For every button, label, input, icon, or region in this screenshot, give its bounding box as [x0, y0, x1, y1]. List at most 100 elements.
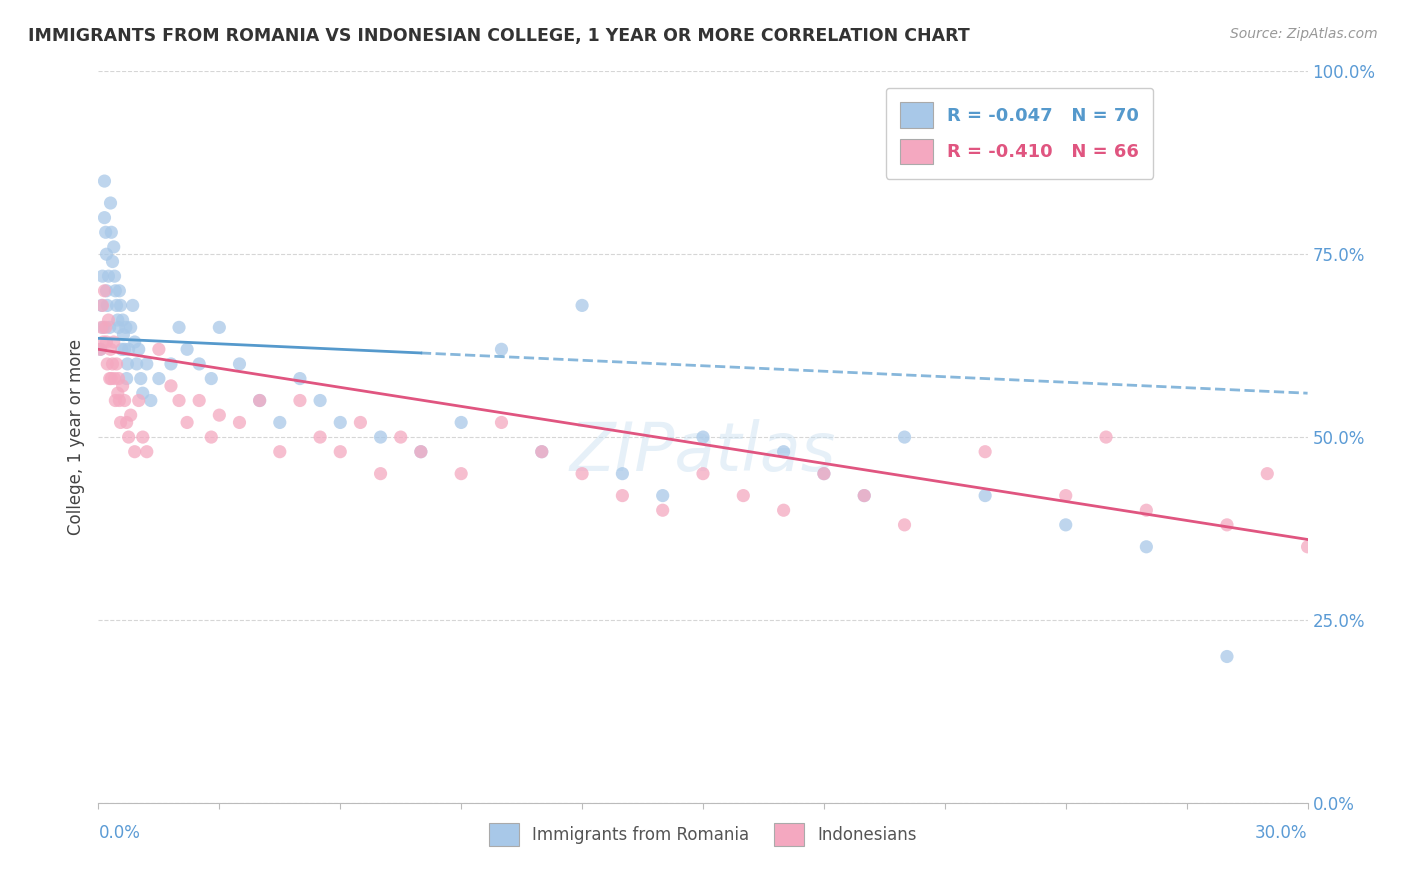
Point: [329, 444, 352, 458]
Point: [188, 357, 211, 371]
Point: [93, 284, 115, 298]
Point: [89, 343, 111, 357]
Point: [98, 371, 121, 385]
Point: [329, 416, 352, 430]
Point: [110, 298, 132, 312]
Point: [160, 357, 183, 371]
Point: [1216, 517, 1239, 532]
Point: [103, 371, 125, 385]
Point: [103, 240, 125, 254]
Point: [90, 320, 112, 334]
Point: [176, 416, 198, 430]
Point: [135, 357, 157, 371]
Point: [96, 298, 118, 312]
Point: [94, 225, 117, 239]
Point: [111, 343, 134, 357]
Point: [1216, 649, 1239, 664]
Point: [97, 313, 120, 327]
Point: [96, 334, 118, 349]
Point: [94, 320, 117, 334]
Point: [105, 298, 128, 312]
Point: [128, 393, 150, 408]
Point: [167, 320, 190, 334]
Point: [269, 444, 291, 458]
Point: [733, 489, 755, 503]
Point: [89, 343, 111, 357]
Legend: Immigrants from Romania, Indonesians: Immigrants from Romania, Indonesians: [482, 816, 924, 853]
Point: [111, 379, 134, 393]
Point: [107, 313, 129, 327]
Point: [208, 408, 231, 422]
Point: [974, 444, 997, 458]
Point: [91, 320, 114, 334]
Point: [692, 467, 714, 481]
Point: [228, 416, 250, 430]
Y-axis label: College, 1 year or more: College, 1 year or more: [66, 339, 84, 535]
Point: [96, 284, 118, 298]
Point: [853, 489, 876, 503]
Text: 0.0%: 0.0%: [98, 823, 141, 841]
Point: [124, 334, 146, 349]
Point: [1256, 467, 1278, 481]
Point: [100, 225, 122, 239]
Point: [188, 393, 211, 408]
Text: 30.0%: 30.0%: [1256, 823, 1308, 841]
Point: [853, 489, 876, 503]
Point: [389, 430, 412, 444]
Point: [118, 343, 141, 357]
Point: [651, 503, 673, 517]
Point: [974, 489, 997, 503]
Point: [98, 320, 121, 334]
Point: [139, 393, 162, 408]
Point: [110, 416, 132, 430]
Point: [132, 386, 155, 401]
Point: [100, 371, 122, 385]
Point: [1135, 503, 1157, 517]
Point: [309, 430, 332, 444]
Point: [100, 343, 122, 357]
Point: [93, 211, 115, 225]
Point: [249, 393, 271, 408]
Point: [115, 416, 138, 430]
Point: [813, 467, 835, 481]
Point: [893, 517, 915, 532]
Point: [91, 298, 114, 312]
Point: [112, 327, 135, 342]
Point: [176, 343, 198, 357]
Point: [124, 444, 146, 458]
Point: [103, 269, 125, 284]
Point: [370, 467, 392, 481]
Point: [772, 503, 794, 517]
Text: Source: ZipAtlas.com: Source: ZipAtlas.com: [1230, 27, 1378, 41]
Point: [1054, 489, 1077, 503]
Point: [135, 444, 157, 458]
Point: [91, 334, 114, 349]
Point: [105, 357, 128, 371]
Text: IMMIGRANTS FROM ROMANIA VS INDONESIAN COLLEGE, 1 YEAR OR MORE CORRELATION CHART: IMMIGRANTS FROM ROMANIA VS INDONESIAN CO…: [28, 27, 970, 45]
Point: [132, 430, 155, 444]
Point: [107, 371, 129, 385]
Point: [772, 444, 794, 458]
Point: [93, 174, 115, 188]
Point: [288, 371, 311, 385]
Point: [115, 371, 138, 385]
Point: [101, 357, 124, 371]
Point: [349, 416, 371, 430]
Point: [1095, 430, 1118, 444]
Point: [117, 357, 139, 371]
Point: [148, 371, 170, 385]
Point: [1135, 540, 1157, 554]
Point: [108, 393, 131, 408]
Point: [409, 444, 432, 458]
Point: [100, 196, 122, 211]
Point: [91, 269, 114, 284]
Point: [129, 371, 152, 385]
Point: [114, 343, 136, 357]
Point: [114, 393, 136, 408]
Point: [128, 343, 150, 357]
Point: [103, 334, 125, 349]
Point: [121, 298, 143, 312]
Point: [491, 416, 513, 430]
Point: [148, 343, 170, 357]
Point: [200, 430, 222, 444]
